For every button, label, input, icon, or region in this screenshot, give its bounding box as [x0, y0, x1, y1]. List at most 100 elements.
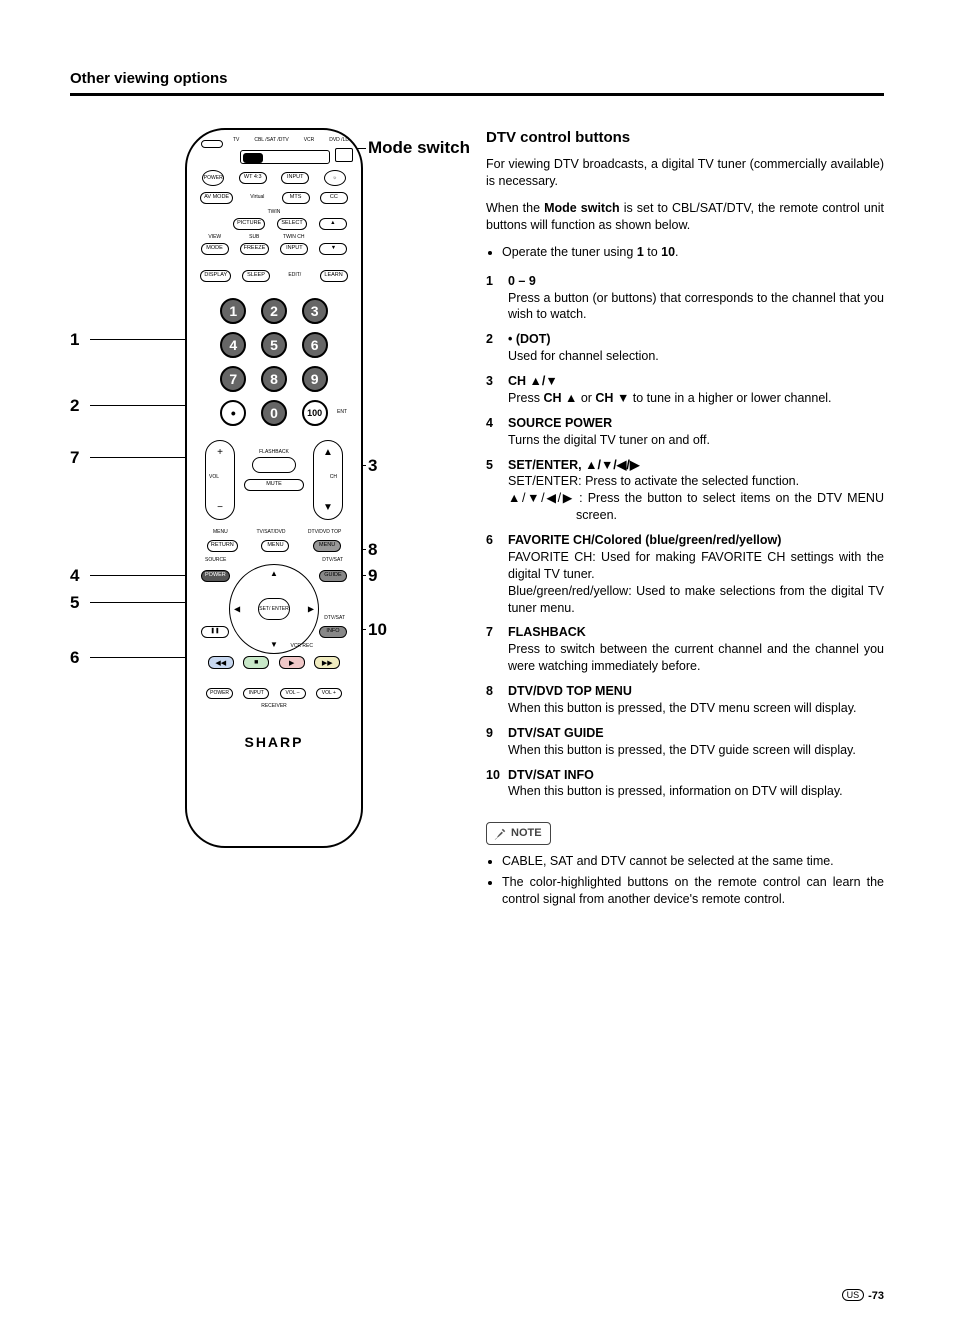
picture-button: PICTURE — [233, 218, 265, 230]
num-5: 5 — [261, 332, 287, 358]
callout-9: 9 — [368, 566, 377, 586]
note-item: The color-highlighted buttons on the rem… — [502, 874, 884, 908]
mode-labels: TV CBL /SAT /DTV VCR DVD /LD — [233, 138, 349, 143]
light-icon — [335, 148, 353, 162]
tvsatdvd-label: TV/SAT/DVD — [253, 530, 289, 535]
callout-4: 4 — [70, 566, 180, 586]
mode-button: MODE — [201, 243, 229, 255]
sub-label: SUB — [240, 235, 268, 240]
note-item: CABLE, SAT and DTV cannot be selected at… — [502, 853, 884, 870]
color-green: ■ — [243, 656, 269, 669]
callout-2: 2 — [70, 396, 180, 416]
set-enter-button: SET/ ENTER — [258, 598, 290, 620]
note-badge: NOTE — [486, 822, 551, 845]
num-2: 2 — [261, 298, 287, 324]
rcv-volup: VOL + — [316, 688, 342, 699]
def-item-4: 4 SOURCE POWER Turns the digital TV tune… — [486, 415, 884, 449]
flashback-group: FLASHBACK MUTE — [244, 450, 304, 491]
select-button: SELECT — [277, 218, 306, 230]
view-label: VIEW — [201, 235, 229, 240]
num-4: 4 — [220, 332, 246, 358]
rcv-power: POWER — [206, 688, 233, 699]
num-100: 100 — [302, 400, 328, 426]
wt43-button: WT 4:3 — [239, 172, 267, 184]
mute-button: MUTE — [244, 479, 304, 491]
freeze-button: FREEZE — [240, 243, 270, 255]
page-title: Other viewing options — [70, 70, 884, 87]
menu-label: MENU — [202, 530, 238, 535]
rcv-input: INPUT — [243, 688, 269, 699]
callout-8: 8 — [368, 540, 377, 560]
display-button: DISPLAY — [200, 270, 231, 282]
num-0: 0 — [261, 400, 287, 426]
cc-button: CC — [320, 192, 348, 204]
callout-line — [90, 339, 200, 340]
learn-button: LEARN — [320, 270, 348, 282]
title-rule — [70, 93, 884, 96]
num-1: 1 — [220, 298, 246, 324]
def-item-8: 8 DTV/DVD TOP MENU When this button is p… — [486, 683, 884, 717]
callout-6: 6 — [70, 648, 180, 668]
brand-logo: SHARP — [195, 734, 353, 750]
twin-label: TWIN — [195, 210, 353, 215]
mode-label: CBL /SAT /DTV — [254, 138, 288, 143]
operate-bullet: Operate the tuner using 1 to 10. — [502, 244, 884, 261]
edit-label: EDIT/ — [281, 273, 309, 278]
mode-label: TV — [233, 138, 239, 143]
virtual-label: Virtual — [243, 195, 271, 200]
vol-label: VOL — [209, 475, 219, 480]
menu-button: MENU — [261, 540, 289, 552]
section-heading: DTV control buttons — [486, 128, 884, 148]
receiver-label: RECEIVER — [195, 704, 353, 709]
num-6: 6 — [302, 332, 328, 358]
callout-7: 7 — [70, 448, 180, 468]
dtvsat-label: DTV/SAT — [322, 558, 343, 563]
num-9: 9 — [302, 366, 328, 392]
def-item-2: 2 • (DOT) Used for channel selection. — [486, 331, 884, 365]
flashback-label: FLASHBACK — [244, 450, 304, 455]
def-item-1: 1 0 – 9 Press a button (or buttons) that… — [486, 273, 884, 324]
page-number: US-73 — [842, 1289, 884, 1302]
pause-button: ❚❚ — [201, 626, 229, 638]
callout-1: 1 — [70, 330, 180, 350]
input2-button: INPUT — [280, 243, 308, 255]
dtvdvdtop-label: DTV/DVD TOP — [304, 530, 346, 535]
callout-10: 10 — [368, 620, 387, 640]
vol-rocker: +− — [205, 440, 235, 520]
backlight-button: ☼ — [324, 170, 346, 186]
ent-label: ENT — [337, 410, 347, 415]
ch-rocker: ▲▼ — [313, 440, 343, 520]
color-yellow: ▶▶ — [314, 656, 340, 669]
callout-5: 5 — [70, 593, 180, 613]
source-label: SOURCE — [205, 558, 226, 563]
dpad: SET/ ENTER ▲▼ ◀▶ — [229, 564, 319, 654]
note-icon — [493, 827, 507, 841]
sleep-button: SLEEP — [242, 270, 270, 282]
twinch-label: TWIN CH — [280, 235, 308, 240]
mts-button: MTS — [282, 192, 310, 204]
info-button: INFO — [319, 626, 347, 638]
num-dot: • — [220, 400, 246, 426]
def-item-3: 3 CH ▲/▼ Press CH ▲ or CH ▼ to tune in a… — [486, 373, 884, 407]
input-button: INPUT — [281, 172, 309, 184]
color-red: ▶ — [279, 656, 305, 669]
mode-label: DVD /LD — [329, 138, 349, 143]
num-7: 7 — [220, 366, 246, 392]
intro-paragraph-2: When the Mode switch is set to CBL/SAT/D… — [486, 200, 884, 234]
ch-label: CH — [330, 475, 337, 480]
vcrrec-label: VCR REC — [290, 644, 313, 649]
mode-label: VCR — [304, 138, 315, 143]
intro-paragraph: For viewing DTV broadcasts, a digital TV… — [486, 156, 884, 190]
num-8: 8 — [261, 366, 287, 392]
dtvsat-label2: DTV/SAT — [324, 616, 345, 621]
avmode-button: AV MODE — [200, 192, 233, 204]
def-item-7: 7 FLASHBACK Press to switch between the … — [486, 624, 884, 675]
def-item-5: 5 SET/ENTER, ▲/▼/◀/▶ SET/ENTER: Press to… — [486, 457, 884, 525]
def-item-10: 10 DTV/SAT INFO When this button is pres… — [486, 767, 884, 801]
twin-up-button: ▲ — [319, 218, 347, 230]
text-column: DTV control buttons For viewing DTV broa… — [486, 128, 884, 920]
num-3: 3 — [302, 298, 328, 324]
def-item-6: 6 FAVORITE CH/Colored (blue/green/red/ye… — [486, 532, 884, 616]
mode-switch-slider — [240, 150, 330, 164]
guide-button: GUIDE — [319, 570, 347, 582]
